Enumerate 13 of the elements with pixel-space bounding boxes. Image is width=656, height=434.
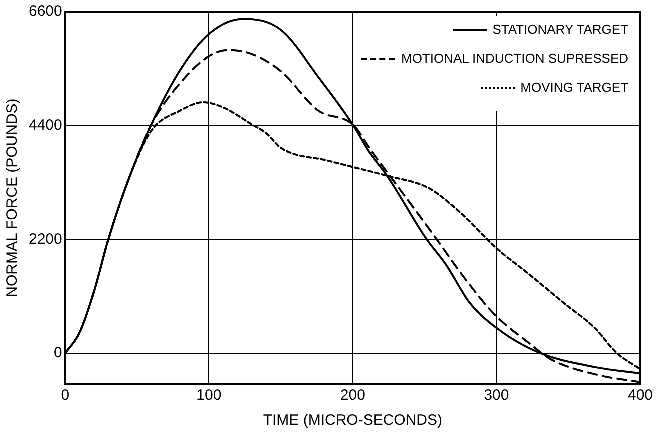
legend-label: MOTIONAL INDUCTION SUPRESSED (401, 51, 629, 66)
x-tick-label: 300 (484, 387, 510, 404)
x-tick-label: 100 (196, 387, 222, 404)
y-axis-title: NORMAL FORCE (POUNDS) (4, 98, 22, 298)
y-tick-label: 4400 (28, 116, 62, 134)
legend-label: STATIONARY TARGET (492, 22, 629, 37)
x-tick-label: 400 (628, 387, 653, 404)
legend-label: MOVING TARGET (520, 80, 629, 95)
y-tick-label: 0 (54, 344, 62, 362)
x-tick-label: 200 (340, 387, 366, 404)
y-tick-label: 6600 (28, 3, 62, 20)
y-tick-label: 2200 (28, 230, 62, 248)
x-axis-title: TIME (MICRO-SECONDS) (263, 412, 443, 430)
